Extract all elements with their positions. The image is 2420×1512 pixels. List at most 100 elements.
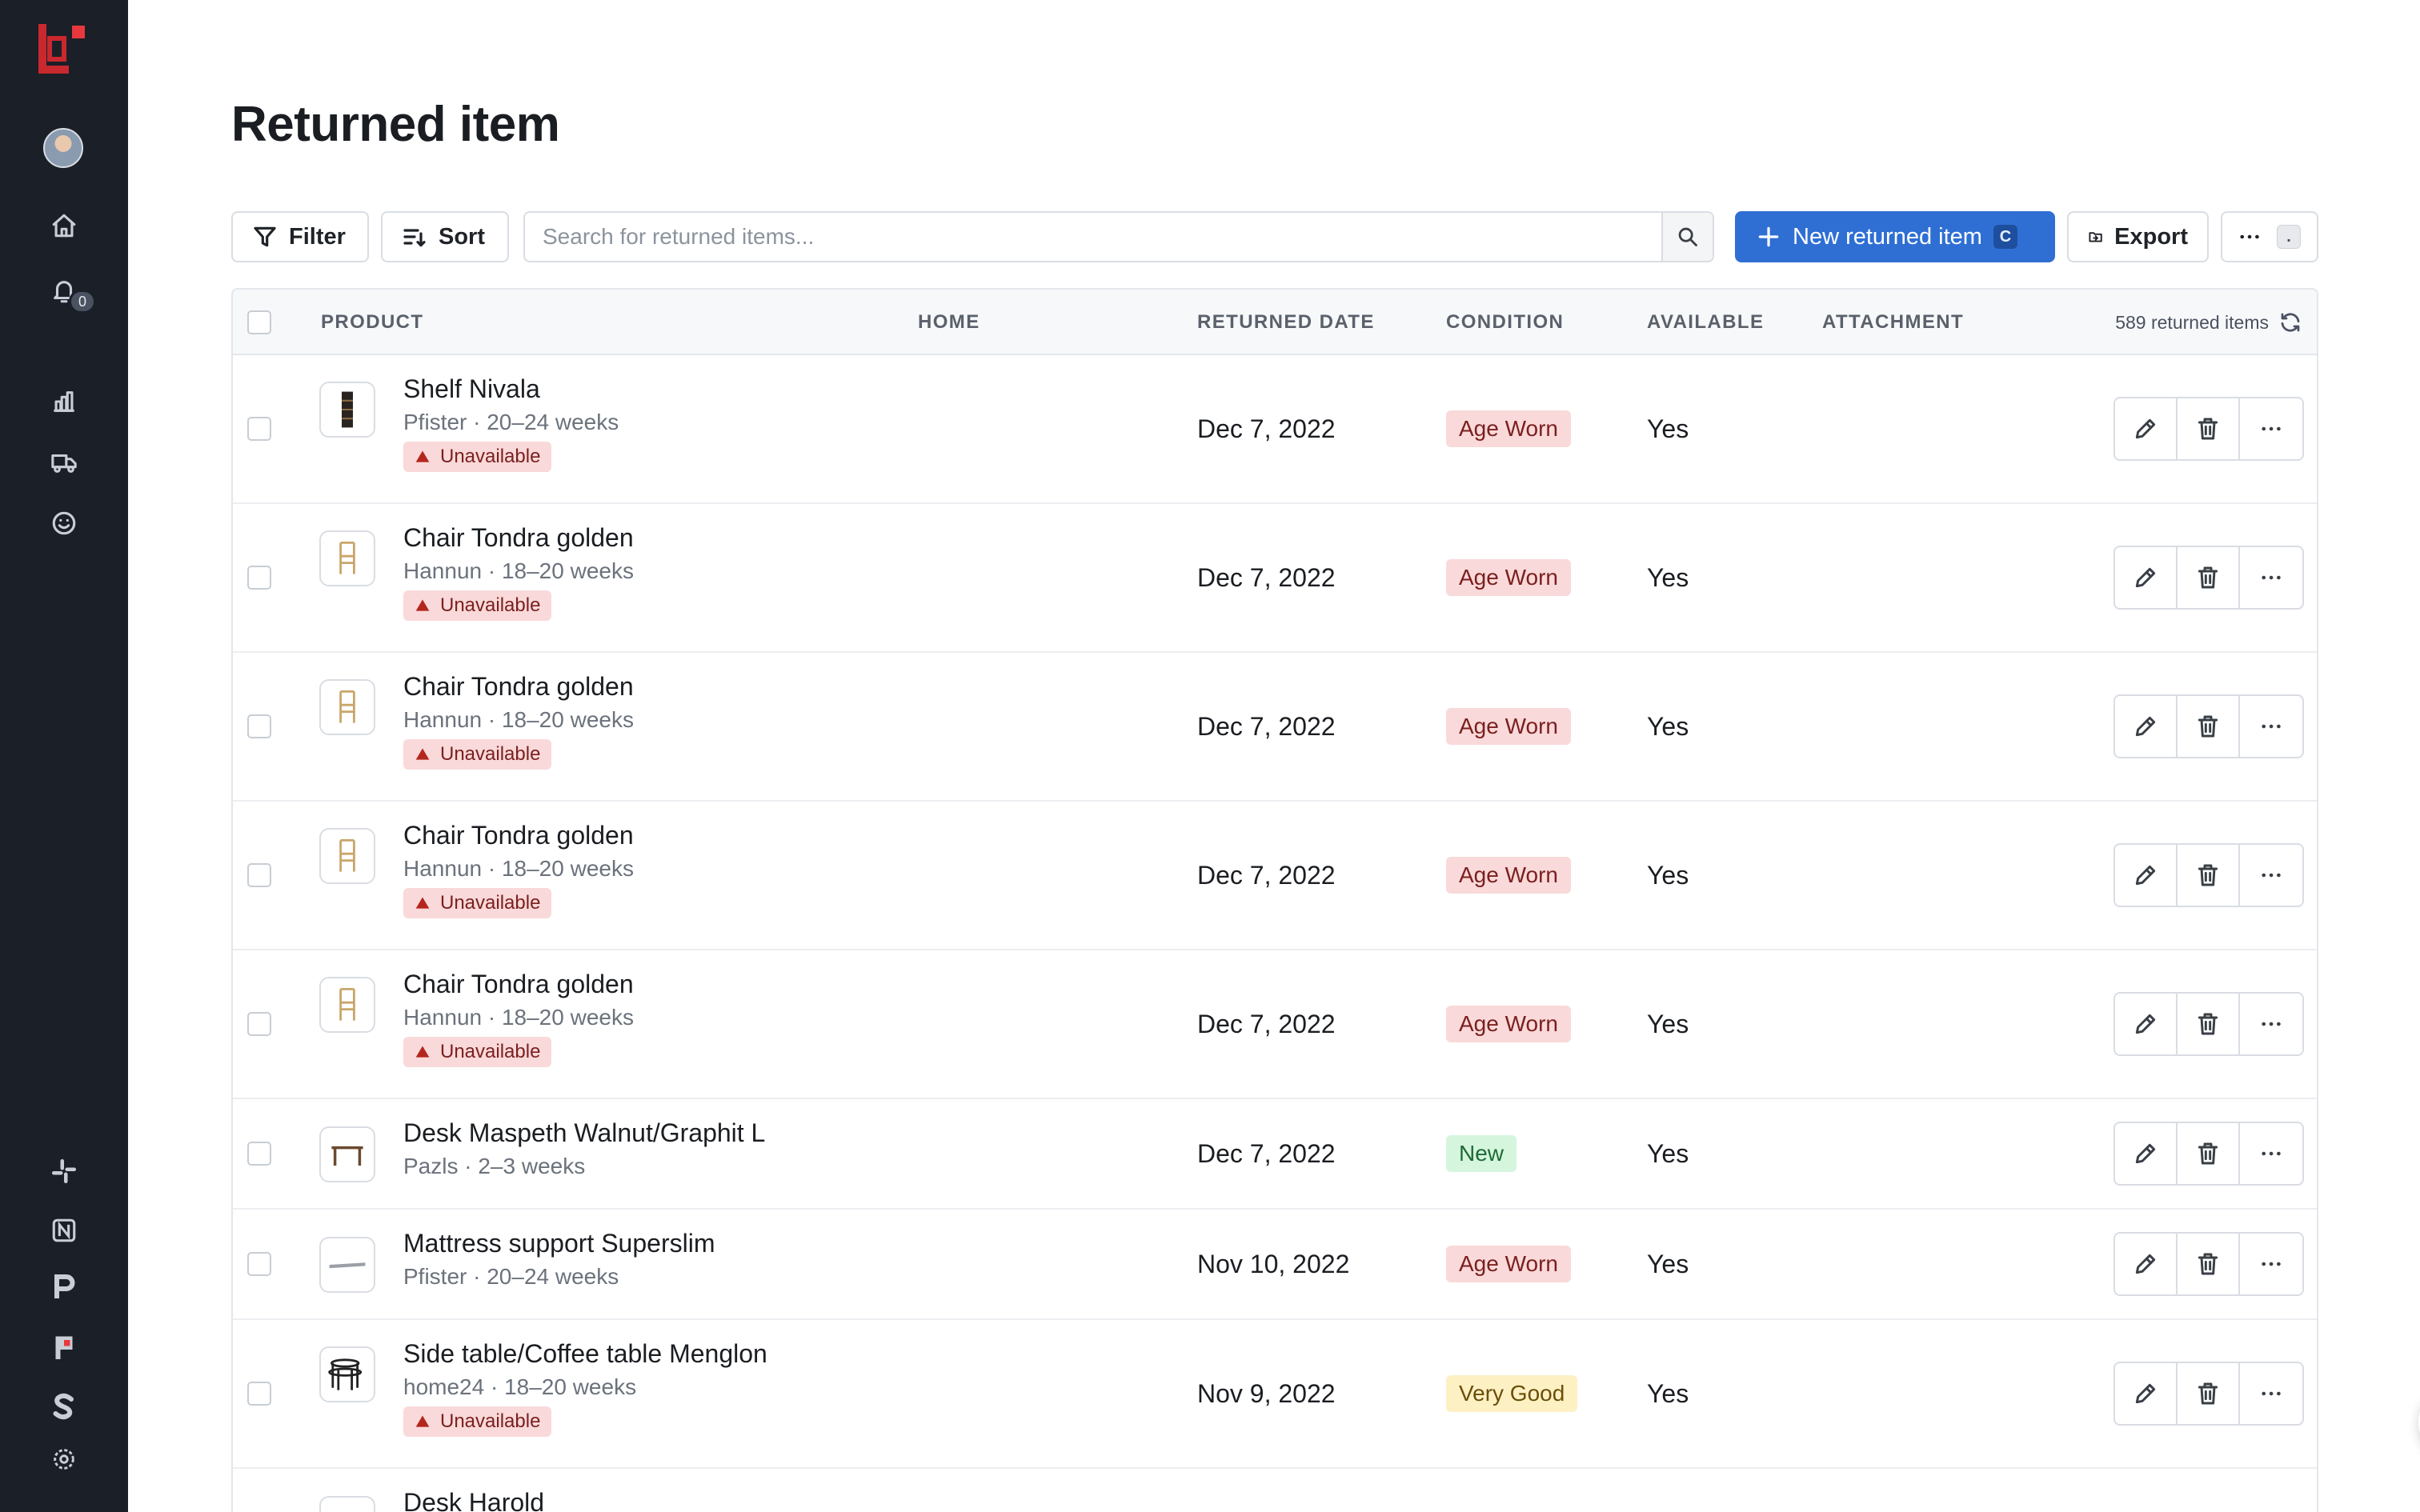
row-more-button[interactable] [2240,1363,2302,1424]
new-returned-item-label: New returned item [1793,223,1982,250]
product-name[interactable]: Desk Maspeth Walnut/Graphit L [403,1118,766,1147]
row-actions [2113,1122,2304,1186]
product-name[interactable]: Side table/Coffee table Menglon [403,1339,767,1368]
filter-label: Filter [289,223,346,250]
quick-action-button[interactable] [2418,1384,2420,1461]
product-name[interactable]: Chair Tondra golden [403,970,634,998]
edit-button[interactable] [2115,696,2178,757]
search-input[interactable] [525,213,1661,261]
column-returned-date[interactable]: RETURNED DATE [1197,311,1375,333]
delete-button[interactable] [2178,1234,2240,1294]
row-more-button[interactable] [2240,845,2302,906]
product-info: Chair Tondra golden Hannun · 18–20 weeks… [403,818,634,918]
row-more-button[interactable] [2240,398,2302,459]
delete-button[interactable] [2178,547,2240,608]
row-checkbox[interactable] [247,566,271,590]
more-horizontal-icon [2262,575,2281,580]
table-row[interactable]: Chair Tondra golden Hannun · 18–20 weeks… [233,504,2317,653]
product-name[interactable]: Shelf Nivala [403,374,540,403]
table-row[interactable]: Shelf Nivala Pfister · 20–24 weeks Unava… [233,355,2317,504]
column-attachment[interactable]: ATTACHMENT [1822,311,1965,333]
sort-label: Sort [439,223,485,250]
row-checkbox[interactable] [247,1012,271,1036]
delete-button[interactable] [2178,994,2240,1054]
product-meta: Pazls · 2–3 weeks [403,1154,586,1178]
row-more-button[interactable] [2240,994,2302,1054]
row-checkbox[interactable] [247,863,271,887]
returned-date: Dec 7, 2022 [1197,1138,1336,1168]
delete-button[interactable] [2178,398,2240,459]
new-returned-item-button[interactable]: New returned item C [1735,211,2055,262]
notification-badge: 0 [69,290,96,314]
table-row[interactable]: Side table/Coffee table Menglon home24 ·… [233,1320,2317,1469]
sort-button[interactable]: Sort [381,211,509,262]
search-button[interactable] [1661,213,1713,261]
available-value: Yes [1647,860,1689,890]
s-app-icon[interactable] [45,1387,83,1426]
unavailable-badge: Unavailable [403,888,552,918]
select-all-checkbox[interactable] [247,310,271,334]
table-row[interactable]: Chair Tondra golden Hannun · 18–20 weeks… [233,653,2317,802]
delete-button[interactable] [2178,1363,2240,1424]
row-more-button[interactable] [2240,1123,2302,1184]
edit-button[interactable] [2115,845,2178,906]
column-home[interactable]: HOME [918,311,980,333]
edit-button[interactable] [2115,1123,2178,1184]
product-thumbnail [319,828,375,884]
delete-button[interactable] [2178,696,2240,757]
row-checkbox[interactable] [247,714,271,738]
pencil-icon [2135,716,2156,737]
more-options-button[interactable]: . [2221,211,2318,262]
settings-icon[interactable] [45,1440,83,1478]
export-button[interactable]: Export [2067,211,2209,262]
chart-icon[interactable] [40,378,88,426]
column-product[interactable]: PRODUCT [321,311,424,333]
edit-button[interactable] [2115,398,2178,459]
condition-badge: Very Good [1446,1375,1578,1412]
edit-button[interactable] [2115,1234,2178,1294]
product-name[interactable]: Chair Tondra golden [403,672,634,701]
more-shortcut-key: . [2277,225,2301,249]
row-checkbox[interactable] [247,1382,271,1406]
row-more-button[interactable] [2240,696,2302,757]
edit-button[interactable] [2115,994,2178,1054]
smile-icon[interactable] [40,499,88,547]
row-checkbox[interactable] [247,1142,271,1166]
filter-button[interactable]: Filter [231,211,369,262]
row-more-button[interactable] [2240,1234,2302,1294]
delete-button[interactable] [2178,845,2240,906]
product-name[interactable]: Chair Tondra golden [403,821,634,850]
table-row[interactable]: Mattress support Superslim Pfister · 20–… [233,1210,2317,1320]
home-icon[interactable] [40,202,88,250]
flag-app-icon[interactable] [45,1328,83,1366]
truck-icon[interactable] [40,438,88,486]
product-name[interactable]: Desk Harold [403,1488,545,1512]
table-row[interactable]: Desk Maspeth Walnut/Graphit L Pazls · 2–… [233,1099,2317,1210]
refresh-icon[interactable] [2278,310,2302,334]
avatar[interactable] [43,128,83,168]
product-name[interactable]: Mattress support Superslim [403,1229,715,1258]
row-checkbox[interactable] [247,1252,271,1276]
product-meta: Hannun · 18–20 weeks [403,558,634,583]
edit-button[interactable] [2115,547,2178,608]
table-row[interactable]: Chair Tondra golden Hannun · 18–20 weeks… [233,802,2317,950]
delete-button[interactable] [2178,1123,2240,1184]
slack-icon[interactable] [45,1152,83,1190]
row-checkbox[interactable] [247,417,271,441]
trash-icon [2198,864,2218,886]
table-row[interactable]: Chair Tondra golden Hannun · 18–20 weeks… [233,950,2317,1099]
table-row[interactable]: Desk Harold [233,1469,2317,1512]
product-meta: Hannun · 18–20 weeks [403,707,634,732]
more-horizontal-icon [2262,1151,2281,1156]
notion-icon[interactable] [45,1211,83,1250]
product-name[interactable]: Chair Tondra golden [403,523,634,552]
row-more-button[interactable] [2240,547,2302,608]
product-info: Side table/Coffee table Menglon home24 ·… [403,1336,767,1437]
edit-button[interactable] [2115,1363,2178,1424]
plus-icon [1758,226,1779,247]
p-app-icon[interactable] [45,1267,83,1306]
logo[interactable] [32,19,96,83]
column-condition[interactable]: CONDITION [1446,311,1565,333]
returned-date: Nov 9, 2022 [1197,1378,1336,1408]
column-available[interactable]: AVAILABLE [1647,311,1765,333]
